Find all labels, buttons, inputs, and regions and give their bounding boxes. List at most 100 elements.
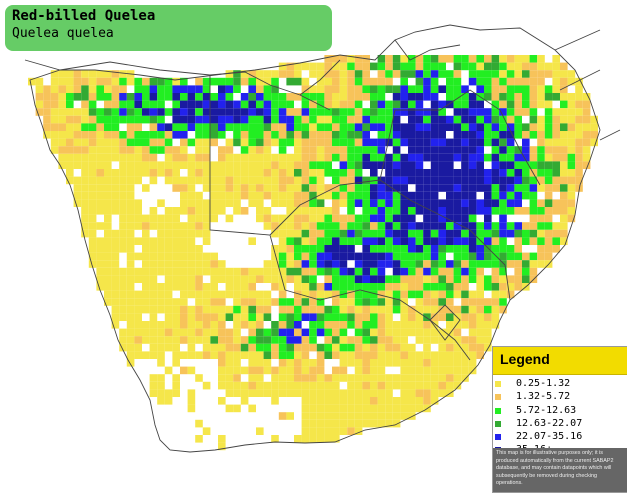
distribution-cell xyxy=(370,138,378,147)
distribution-cell xyxy=(88,222,97,230)
distribution-cell xyxy=(582,115,591,124)
distribution-cell xyxy=(111,131,120,139)
distribution-cell xyxy=(385,85,393,93)
distribution-cell xyxy=(423,55,431,63)
distribution-cell xyxy=(316,229,325,238)
distribution-cell xyxy=(294,199,302,207)
distribution-cell xyxy=(157,100,165,109)
distribution-cell xyxy=(316,85,325,93)
distribution-cell xyxy=(301,397,310,405)
distribution-cell xyxy=(88,191,97,200)
distribution-cell xyxy=(256,336,264,344)
distribution-cell xyxy=(544,70,553,78)
distribution-cell xyxy=(362,374,370,382)
distribution-cell xyxy=(461,191,469,200)
distribution-cell xyxy=(408,305,416,314)
distribution-cell xyxy=(187,252,196,261)
distribution-cell xyxy=(126,115,135,124)
distribution-cell xyxy=(430,55,439,63)
distribution-cell xyxy=(362,343,370,352)
distribution-cell xyxy=(362,359,370,367)
distribution-cell xyxy=(111,93,120,101)
distribution-cell xyxy=(430,305,439,314)
distribution-cell xyxy=(324,412,332,420)
distribution-cell xyxy=(180,237,188,245)
distribution-cell xyxy=(126,146,135,154)
distribution-cell xyxy=(210,260,218,268)
distribution-cell xyxy=(271,366,279,375)
distribution-cell xyxy=(233,283,241,291)
distribution-cell xyxy=(461,222,469,230)
distribution-cell xyxy=(453,283,462,291)
distribution-cell xyxy=(316,77,325,86)
distribution-cell xyxy=(537,85,545,93)
distribution-cell xyxy=(506,207,515,215)
distribution-cell xyxy=(552,229,560,238)
distribution-cell xyxy=(187,199,196,207)
distribution-cell xyxy=(149,108,158,116)
distribution-cell xyxy=(362,108,370,116)
distribution-cell xyxy=(164,77,173,86)
distribution-cell xyxy=(377,131,386,139)
distribution-cell xyxy=(286,123,294,131)
distribution-cell xyxy=(73,184,82,192)
distribution-cell xyxy=(453,237,462,245)
distribution-cell xyxy=(430,70,439,78)
distribution-cell xyxy=(370,389,378,397)
distribution-cell xyxy=(385,191,393,200)
distribution-cell xyxy=(438,62,446,71)
distribution-cell xyxy=(316,427,325,435)
distribution-cell xyxy=(81,138,89,147)
distribution-cell xyxy=(491,55,500,63)
distribution-cell xyxy=(438,222,446,230)
distribution-cell xyxy=(301,419,310,428)
distribution-cell xyxy=(347,176,355,185)
distribution-cell xyxy=(544,131,553,139)
distribution-cell xyxy=(476,131,484,139)
distribution-cell xyxy=(195,153,203,162)
distribution-cell xyxy=(484,252,492,261)
distribution-cell xyxy=(522,93,530,101)
distribution-cell xyxy=(392,161,401,169)
distribution-cell xyxy=(187,237,196,245)
distribution-cell xyxy=(233,275,241,283)
distribution-cell xyxy=(392,115,401,124)
distribution-cell xyxy=(73,153,82,162)
distribution-cell xyxy=(301,267,310,276)
distribution-cell xyxy=(415,100,424,109)
distribution-cell xyxy=(278,290,287,299)
distribution-cell xyxy=(73,138,82,147)
distribution-cell xyxy=(446,336,454,344)
distribution-cell xyxy=(202,207,211,215)
distribution-cell xyxy=(134,100,142,109)
distribution-cell xyxy=(256,359,264,367)
distribution-cell xyxy=(537,169,545,177)
distribution-cell xyxy=(286,305,294,314)
distribution-cell xyxy=(157,389,165,397)
distribution-cell xyxy=(119,153,127,162)
distribution-cell xyxy=(210,176,218,185)
distribution-cell xyxy=(415,381,424,390)
distribution-cell xyxy=(126,93,135,101)
distribution-cell xyxy=(567,191,576,200)
distribution-cell xyxy=(256,70,264,78)
distribution-cell xyxy=(172,146,180,154)
distribution-cell xyxy=(514,123,522,131)
distribution-cell xyxy=(438,374,446,382)
distribution-cell xyxy=(233,351,241,359)
distribution-cell xyxy=(316,146,325,154)
distribution-cell xyxy=(385,115,393,124)
distribution-cell xyxy=(50,70,59,78)
distribution-cell xyxy=(149,290,158,299)
distribution-cell xyxy=(263,191,272,200)
distribution-cell xyxy=(248,93,256,101)
distribution-cell xyxy=(423,328,431,337)
distribution-cell xyxy=(347,389,355,397)
distribution-cell xyxy=(149,245,158,253)
distribution-cell xyxy=(316,321,325,329)
legend-label: 22.07-35.16 xyxy=(516,431,583,443)
distribution-cell xyxy=(468,321,477,329)
distribution-cell xyxy=(195,328,203,337)
distribution-cell xyxy=(119,77,127,86)
border-line xyxy=(29,24,601,453)
